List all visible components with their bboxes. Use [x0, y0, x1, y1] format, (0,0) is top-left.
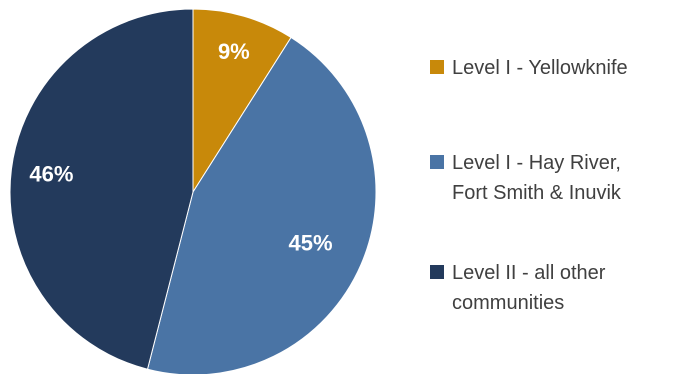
legend-label-hay-river: Level I - Hay River, Fort Smith & Inuvik	[452, 152, 621, 204]
data-label-yellowknife: 9%	[218, 39, 250, 64]
legend-item-yellowknife: Level I - Yellowknife	[430, 53, 628, 83]
pie-slices	[9, 8, 377, 374]
legend-item-hay-river: Level I - Hay River, Fort Smith & Inuvik	[430, 148, 621, 208]
data-label-hay-river: 45%	[289, 230, 333, 255]
pie-slice-hay-river	[146, 36, 377, 374]
legend-label-yellowknife: Level I - Yellowknife	[452, 57, 628, 79]
pie-data-labels: 9% 45% 46%	[29, 39, 332, 255]
pie-slice-yellowknife	[192, 8, 292, 194]
legend-swatch-hay-river	[430, 155, 444, 169]
data-label-other-communities: 46%	[29, 162, 73, 187]
pie-slice-other-communities	[9, 8, 194, 370]
legend-swatch-yellowknife	[430, 60, 444, 74]
legend: Level I - Yellowknife Level I - Hay Rive…	[430, 0, 675, 374]
legend-swatch-other-communities	[430, 265, 444, 279]
legend-label-other-communities: Level II - all other communities	[452, 262, 606, 314]
legend-item-other-communities: Level II - all other communities	[430, 258, 605, 318]
